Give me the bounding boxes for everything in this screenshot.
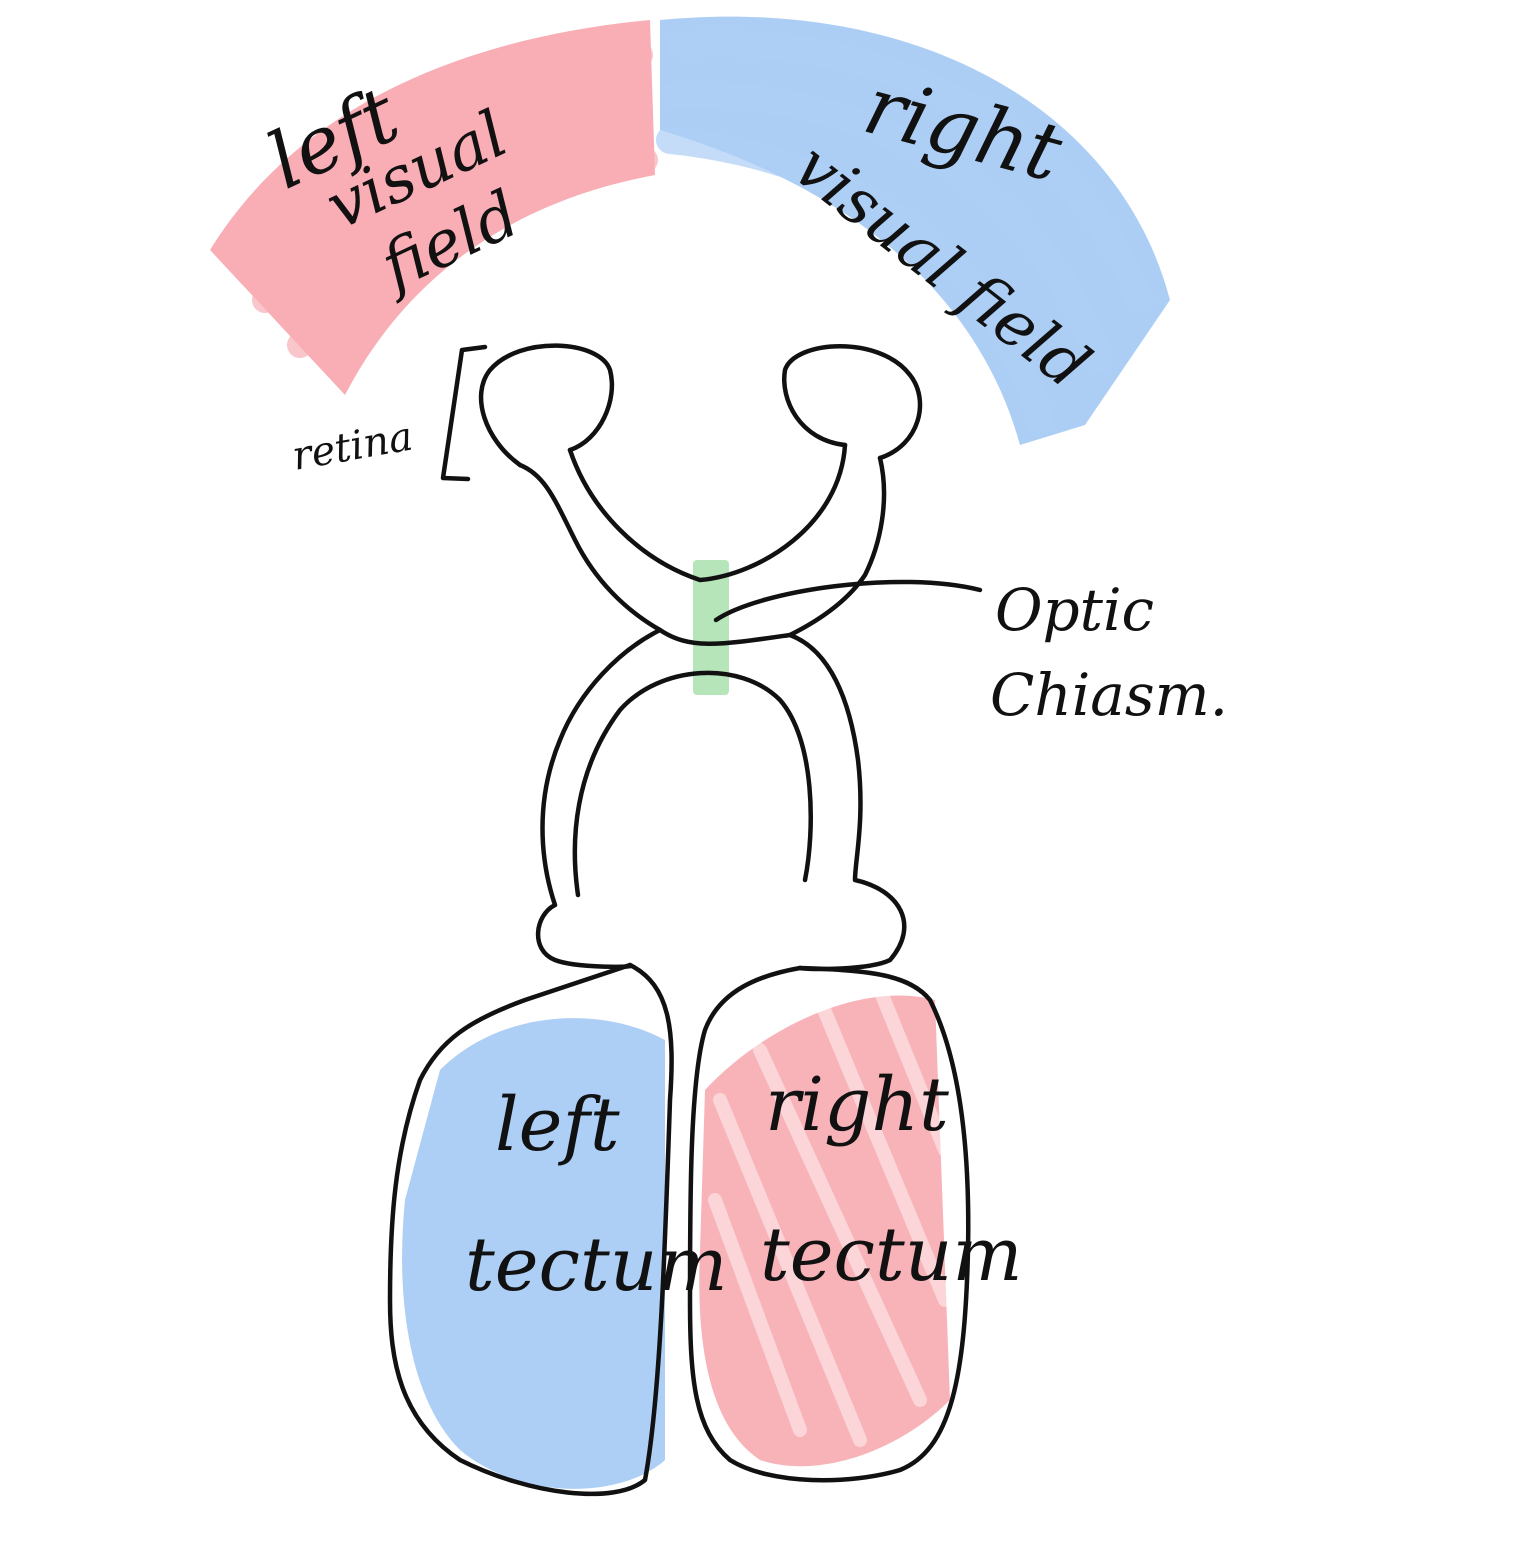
left-tectum-outline <box>387 962 674 1497</box>
retina-bracket <box>440 344 488 482</box>
left-eye-outline <box>478 343 615 468</box>
left-tectum-fill <box>402 1018 665 1489</box>
left-inner-nerve <box>567 442 848 583</box>
left-visual-field-band <box>210 20 658 395</box>
left-tectum-line-1: left <box>495 1082 620 1168</box>
right-tectum-fill <box>699 983 952 1467</box>
right-tectum-hatching <box>708 983 952 1447</box>
optic-chiasm-line-1: Optic <box>995 576 1154 644</box>
left-outer-nerve <box>517 462 663 970</box>
right-tectum-line-2: tectum <box>760 1212 1023 1298</box>
optic-chiasm-leader <box>713 579 983 623</box>
tract-inner-loop <box>572 670 813 898</box>
right-tectum-label: right tectum <box>760 1062 1023 1298</box>
left-tectum-color <box>402 1018 665 1489</box>
right-visual-field-band <box>656 16 1170 446</box>
right-tectum-outline <box>687 965 971 1483</box>
left-tectum-label: left tectum <box>465 1082 728 1308</box>
brain-outline <box>387 343 983 1497</box>
right-tectum-line-1: right <box>765 1062 949 1148</box>
right-outer-nerve <box>787 455 907 972</box>
right-visual-field-scribble <box>656 29 1154 434</box>
right-tectum-color <box>699 995 950 1467</box>
optic-chiasm-label: Optic Chiasm. <box>990 576 1228 729</box>
optic-chiasm-line-2: Chiasm. <box>990 661 1228 729</box>
retina-label: retina <box>289 413 416 479</box>
left-visual-field-scribble <box>227 42 658 358</box>
left-tectum-line-2: tectum <box>465 1222 728 1308</box>
chiasm-inner-loop <box>657 627 793 646</box>
optic-chiasm-marker <box>693 560 729 695</box>
right-eye-outline <box>782 344 923 461</box>
